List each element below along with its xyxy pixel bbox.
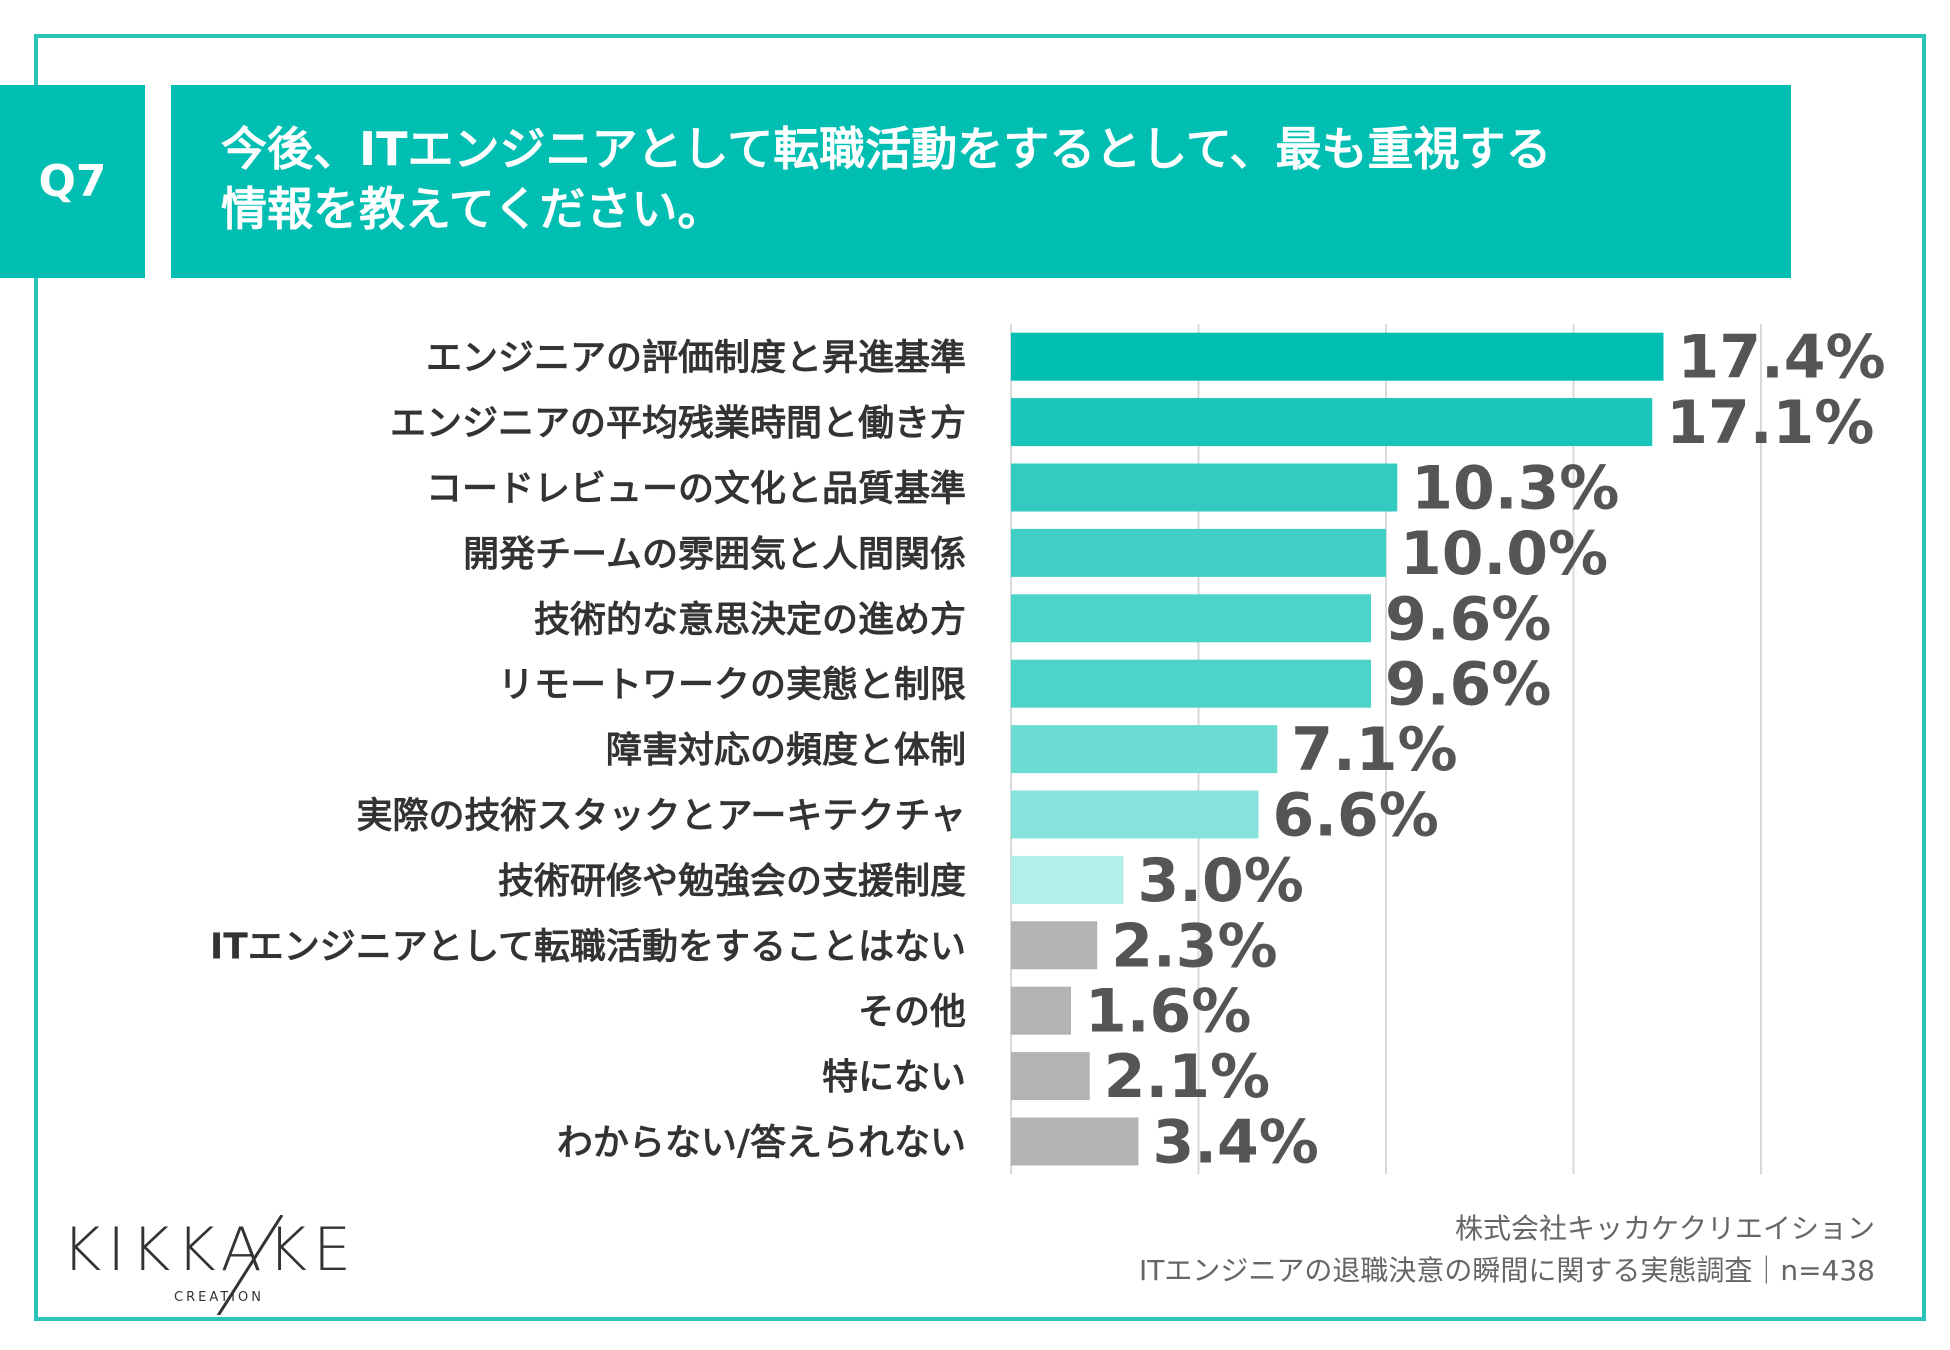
category-label: 開発チームの雰囲気と人間関係 [463, 534, 966, 575]
value-label: 7.1% [1291, 715, 1457, 785]
bar [1011, 528, 1386, 577]
value-label: 2.1% [1104, 1042, 1270, 1112]
survey-info: ITエンジニアの退職決意の瞬間に関する実態調査｜n=438 [1138, 1254, 1875, 1287]
category-label: 技術研修や勉強会の支援制度 [498, 861, 966, 902]
source-note: 株式会社キッカケクリエイション ITエンジニアの退職決意の瞬間に関する実態調査｜… [1139, 1208, 1875, 1292]
bar [1011, 790, 1259, 839]
bar [1011, 332, 1664, 381]
slide-frame [34, 34, 1926, 1321]
logo-slash-mark [216, 1215, 284, 1315]
bar [1011, 986, 1071, 1035]
category-label: リモートワークの実態と制限 [498, 665, 966, 706]
bar [1011, 725, 1278, 774]
question-number: Q7 [38, 156, 107, 207]
category-label: わからない/答えられない [557, 1123, 966, 1164]
category-label: コードレビューの文化と品質基準 [426, 469, 966, 510]
company-logo: KIKKAKE CREATION [62, 1215, 402, 1315]
bar [1011, 1052, 1090, 1101]
category-label: 障害対応の頻度と体制 [606, 730, 966, 771]
value-label: 6.6% [1273, 781, 1439, 851]
bar [1011, 398, 1653, 447]
category-label: エンジニアの評価制度と昇進基準 [426, 338, 966, 379]
bar-chart: エンジニアの評価制度と昇進基準 17.4% エンジニアの平均残業時間と働き方 17.1… [210, 323, 1886, 1178]
value-label: 9.6% [1385, 650, 1551, 720]
value-label: 3.4% [1153, 1108, 1319, 1178]
chart-bars: エンジニアの評価制度と昇進基準 17.4% エンジニアの平均残業時間と働き方 17.1… [210, 323, 1886, 1178]
bar [1011, 855, 1124, 904]
bar [1011, 659, 1371, 708]
value-label: 17.4% [1678, 323, 1886, 393]
bar [1011, 1117, 1139, 1166]
bar [1011, 921, 1098, 970]
value-label: 3.0% [1138, 846, 1304, 916]
value-label: 10.0% [1400, 519, 1608, 589]
category-label: 技術的な意思決定の進め方 [534, 599, 966, 640]
logo-subtext: CREATION [174, 1290, 264, 1305]
value-label: 10.3% [1411, 454, 1619, 524]
category-label: 特にない [822, 1057, 966, 1098]
company-name: 株式会社キッカケクリエイション [1454, 1212, 1875, 1245]
bar [1011, 594, 1371, 643]
question-title-bar: 今後、ITエンジニアとして転職活動をするとして、最も重視する 情報を教えてくださ… [171, 85, 1791, 278]
category-label: ITエンジニアとして転職活動をすることはない [210, 926, 966, 967]
question-title-line1: 今後、ITエンジニアとして転職活動をするとして、最も重視する [221, 122, 1552, 176]
question-number-box: Q7 [0, 85, 145, 278]
category-label: 実際の技術スタックとアーキテクチャ [357, 796, 966, 837]
category-label: その他 [858, 992, 966, 1033]
value-label: 9.6% [1385, 584, 1551, 654]
logo-text: KIKKAKE [62, 1215, 357, 1285]
value-label: 17.1% [1666, 388, 1874, 458]
value-label: 2.3% [1111, 911, 1277, 981]
category-label: エンジニアの平均残業時間と働き方 [390, 403, 966, 444]
bar [1011, 463, 1398, 512]
question-title-line2: 情報を教えてください。 [221, 182, 724, 236]
value-label: 1.6% [1085, 977, 1251, 1047]
